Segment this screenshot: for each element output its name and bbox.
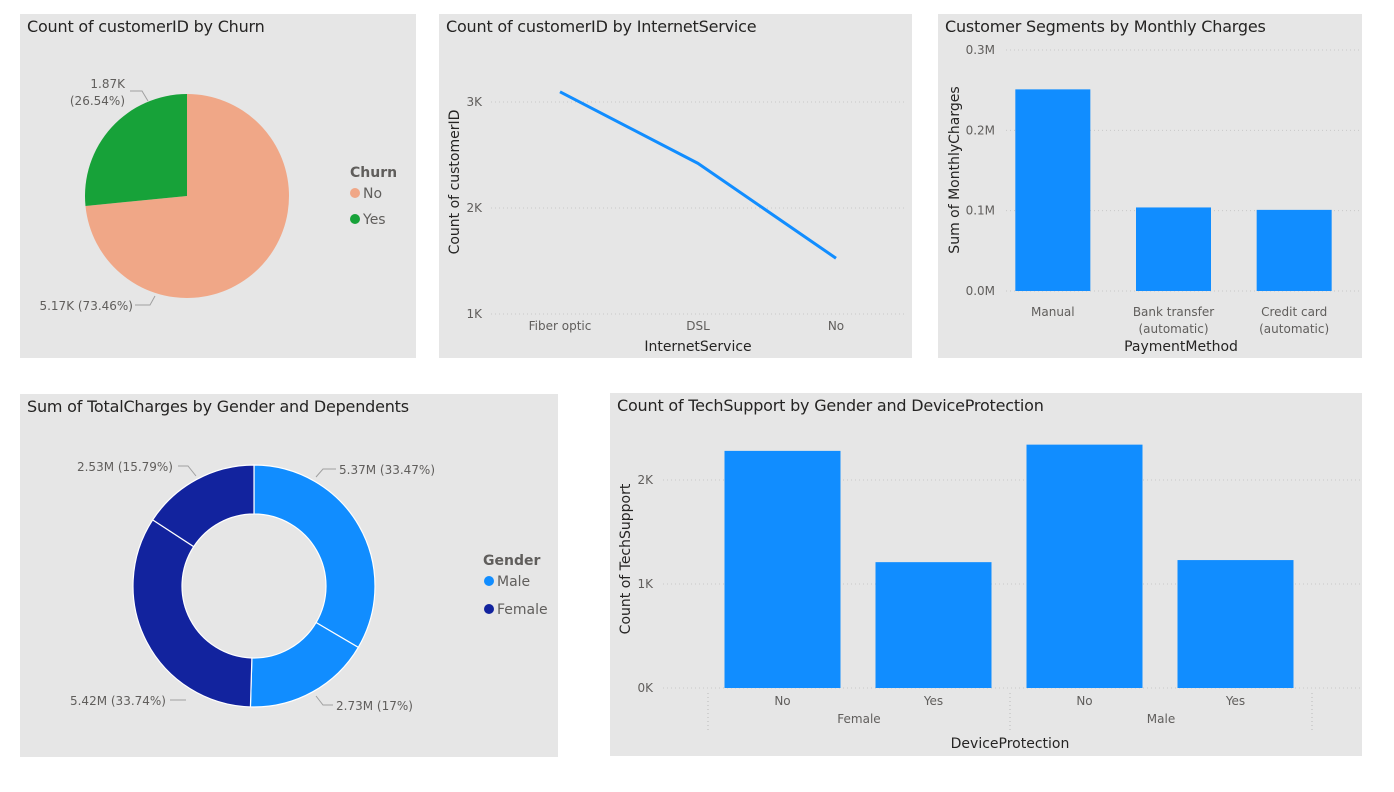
bar xyxy=(1136,207,1211,291)
legend-marker-yes xyxy=(350,214,360,224)
pie-slice-no xyxy=(85,94,289,298)
x-tick-label: Manual xyxy=(1031,305,1075,319)
x-tick-label: Yes xyxy=(923,694,943,708)
legend-item-no: No xyxy=(363,186,382,202)
chart-title: Count of customerID by Churn xyxy=(27,17,265,36)
legend-item-yes: Yes xyxy=(362,212,386,228)
data-label: (26.54%) xyxy=(70,94,125,108)
leader-line xyxy=(135,295,156,306)
data-label: 5.37M (33.47%) xyxy=(339,463,435,477)
leader-line xyxy=(178,465,197,477)
gender-donut-panel: Sum of TotalCharges by Gender and Depend… xyxy=(20,394,558,757)
segments-bar-panel: Customer Segments by Monthly Charges 0.0… xyxy=(938,14,1362,358)
bar xyxy=(875,562,992,688)
bar xyxy=(1256,209,1332,291)
legend-title: Churn xyxy=(350,165,397,181)
segments-bar-chart: 0.0M 0.1M 0.2M 0.3M Manual Bank transfer (auto… xyxy=(947,43,1359,355)
y-tick-label: 0.1M xyxy=(966,204,995,218)
y-tick-label: 0.0M xyxy=(966,284,995,298)
techsupport-bar-panel: Count of TechSupport by Gender and Devic… xyxy=(610,393,1362,756)
data-label: 5.42M (33.74%) xyxy=(70,694,166,708)
pie-slice-yes xyxy=(84,94,187,206)
data-label: 1.87K xyxy=(90,77,126,91)
churn-pie-panel: Count of customerID by Churn 5.17K (73.4… xyxy=(20,14,416,358)
gender-donut-chart: 5.37M (33.47%) 2.73M (17%) 5.42M (33.74%) 2… xyxy=(70,460,548,713)
x-axis-title: DeviceProtection xyxy=(951,736,1070,752)
bar xyxy=(724,450,841,688)
leader-line xyxy=(315,468,336,478)
legend-marker-male xyxy=(484,576,494,586)
x-tick-label: Fiber optic xyxy=(529,319,592,333)
chart-title: Count of TechSupport by Gender and Devic… xyxy=(617,396,1044,415)
leader-line xyxy=(315,695,333,706)
legend-item-male: Male xyxy=(497,574,530,590)
x-tick-label: Credit card xyxy=(1261,305,1327,319)
y-tick-label: 0.2M xyxy=(966,123,995,137)
data-label: 2.53M (15.79%) xyxy=(77,460,173,474)
x-axis-title: PaymentMethod xyxy=(1124,339,1238,355)
y-tick-label: 0.3M xyxy=(966,43,995,57)
legend-title: Gender xyxy=(483,553,540,569)
y-tick-label: 2K xyxy=(637,473,654,487)
leader-line xyxy=(130,90,149,102)
internet-line-chart: 1K 2K 3K Fiber optic DSL No InternetService Cou… xyxy=(447,90,905,355)
chart-title: Count of customerID by InternetService xyxy=(446,17,757,36)
legend-item-female: Female xyxy=(497,602,548,618)
bar xyxy=(1177,560,1294,688)
y-axis-title: Count of customerID xyxy=(447,110,463,255)
y-tick-label: 1K xyxy=(637,577,654,591)
x-tick-label: No xyxy=(774,694,790,708)
x-axis-title: InternetService xyxy=(644,339,751,355)
group-label: Female xyxy=(837,712,880,726)
bar xyxy=(1015,89,1091,291)
bar xyxy=(1026,444,1143,688)
data-label: 5.17K (73.46%) xyxy=(39,299,133,313)
x-tick-label: No xyxy=(828,319,844,333)
chart-title: Sum of TotalCharges by Gender and Depend… xyxy=(27,397,409,416)
churn-pie-chart: 5.17K (73.46%) 1.87K (26.54%) Churn No Yes xyxy=(39,77,397,313)
x-tick-label: Bank transfer xyxy=(1133,305,1214,319)
y-tick-label: 3K xyxy=(466,95,483,109)
y-tick-label: 1K xyxy=(466,307,483,321)
data-label: 2.73M (17%) xyxy=(336,699,413,713)
x-tick-label: No xyxy=(1076,694,1092,708)
x-tick-label: (automatic) xyxy=(1259,322,1329,336)
chart-title: Customer Segments by Monthly Charges xyxy=(945,17,1266,36)
y-axis-title: Sum of MonthlyCharges xyxy=(947,86,963,253)
legend-marker-no xyxy=(350,188,360,198)
x-tick-label: DSL xyxy=(686,319,710,333)
donut-slice xyxy=(132,518,253,708)
group-label: Male xyxy=(1147,712,1175,726)
donut-slice xyxy=(253,464,376,649)
donut-slice xyxy=(151,464,255,548)
y-tick-label: 2K xyxy=(466,201,483,215)
series-line xyxy=(559,90,837,260)
internet-line-panel: Count of customerID by InternetService 1… xyxy=(439,14,912,358)
legend-marker-female xyxy=(484,604,494,614)
x-tick-label: (automatic) xyxy=(1138,322,1208,336)
x-tick-label: Yes xyxy=(1225,694,1245,708)
techsupport-bar-chart: 0K 1K 2K No Yes No Yes Female Male DeviceProtecti… xyxy=(618,444,1360,752)
y-tick-label: 0K xyxy=(637,681,654,695)
y-axis-title: Count of TechSupport xyxy=(618,483,634,634)
